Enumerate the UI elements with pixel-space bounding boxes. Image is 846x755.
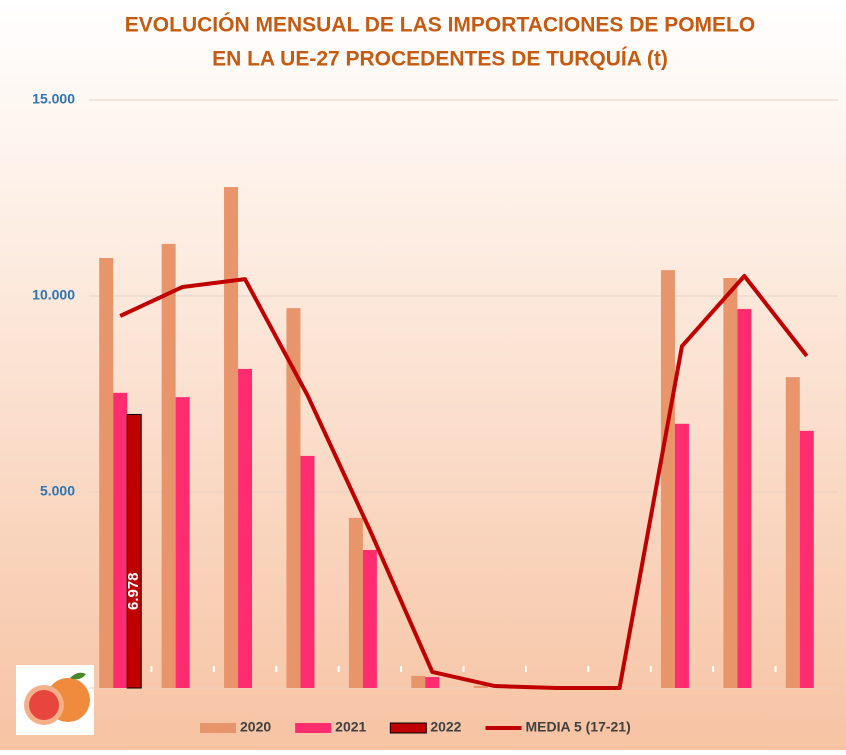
bar bbox=[411, 676, 425, 688]
chart-subtitle: EN LA UE-27 PROCEDENTES DE TURQUÍA (t) bbox=[212, 48, 668, 71]
bar bbox=[363, 550, 377, 688]
bar bbox=[127, 414, 141, 688]
y-tick-label: 15.000 bbox=[32, 91, 75, 107]
bar bbox=[349, 518, 363, 688]
data-label: 6.978 bbox=[125, 572, 142, 610]
bar bbox=[224, 187, 238, 688]
chart: EVOLUCIÓN MENSUAL DE LAS IMPORTACIONES D… bbox=[0, 0, 846, 750]
bar bbox=[176, 397, 190, 688]
y-tick-label: 5.000 bbox=[40, 483, 75, 499]
bar bbox=[113, 393, 127, 688]
bar bbox=[661, 270, 675, 688]
fruit-icon bbox=[16, 665, 94, 735]
bar bbox=[162, 244, 176, 688]
bar bbox=[737, 309, 751, 688]
bar bbox=[474, 686, 488, 688]
legend-swatch bbox=[200, 723, 236, 733]
chart-title: EVOLUCIÓN MENSUAL DE LAS IMPORTACIONES D… bbox=[125, 13, 755, 37]
bar bbox=[786, 377, 800, 688]
bar bbox=[675, 424, 689, 688]
bar bbox=[300, 456, 314, 688]
legend-swatch bbox=[390, 723, 426, 733]
bar bbox=[238, 369, 252, 688]
legend-swatch bbox=[295, 723, 331, 733]
bar bbox=[800, 431, 814, 688]
bar bbox=[723, 278, 737, 688]
legend-label: 2020 bbox=[240, 719, 271, 735]
legend-label: 2022 bbox=[430, 719, 461, 735]
legend-label: MEDIA 5 (17-21) bbox=[525, 719, 630, 735]
legend-label: 2021 bbox=[335, 719, 366, 735]
bar bbox=[425, 677, 439, 688]
y-tick-label: 10.000 bbox=[32, 287, 75, 303]
bar bbox=[99, 258, 113, 688]
